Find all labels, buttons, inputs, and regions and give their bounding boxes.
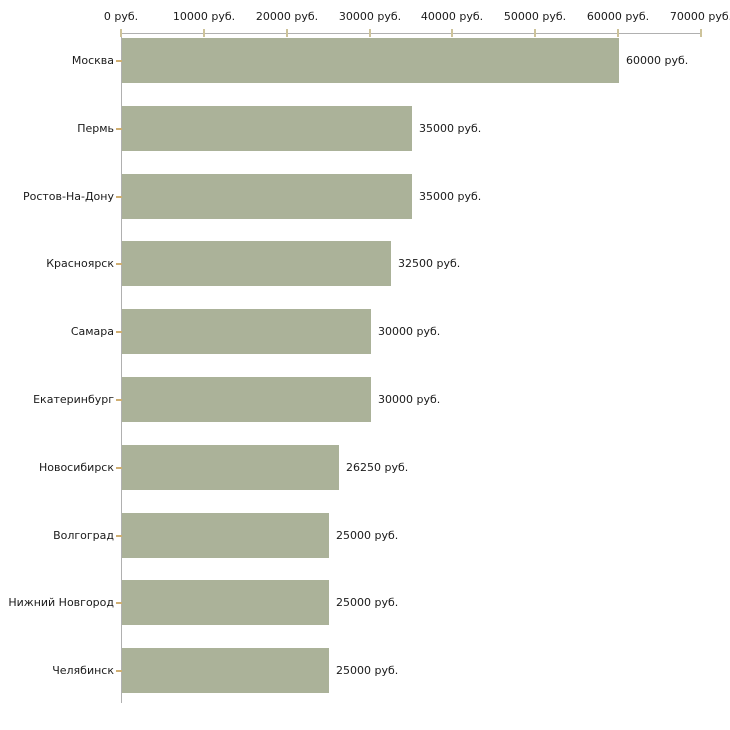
- value-label: 60000 руб.: [626, 54, 689, 67]
- x-axis-tick-label: 10000 руб.: [172, 10, 236, 23]
- value-label: 25000 руб.: [336, 529, 399, 542]
- category-tick-icon: [116, 60, 122, 62]
- category-tick-icon: [116, 602, 122, 604]
- x-axis-tick: [451, 29, 453, 37]
- category-label: Москва: [71, 54, 114, 67]
- value-label: 25000 руб.: [336, 596, 399, 609]
- category-label: Нижний Новгород: [8, 596, 114, 609]
- x-axis-tick-label: 40000 руб.: [420, 10, 484, 23]
- x-axis-tick-label: 60000 руб.: [586, 10, 650, 23]
- category-tick-icon: [116, 467, 122, 469]
- bar: [122, 38, 619, 83]
- category-tick-icon: [116, 196, 122, 198]
- value-label: 25000 руб.: [336, 664, 399, 677]
- category-tick-icon: [116, 128, 122, 130]
- value-label: 35000 руб.: [419, 190, 482, 203]
- x-axis-tick-label: 20000 руб.: [255, 10, 319, 23]
- x-axis-tick: [700, 29, 702, 37]
- x-axis-tick: [534, 29, 536, 37]
- category-tick-icon: [116, 535, 122, 537]
- category-label: Пермь: [77, 122, 114, 135]
- x-axis-tick: [369, 29, 371, 37]
- category-label: Екатеринбург: [33, 393, 114, 406]
- x-axis-tick: [203, 29, 205, 37]
- bar: [122, 445, 339, 490]
- category-label: Волгоград: [53, 529, 114, 542]
- bar: [122, 580, 329, 625]
- value-label: 35000 руб.: [419, 122, 482, 135]
- x-axis-tick: [617, 29, 619, 37]
- value-label: 30000 руб.: [378, 393, 441, 406]
- category-tick-icon: [116, 331, 122, 333]
- x-axis-tick-label: 30000 руб.: [338, 10, 402, 23]
- bar: [122, 241, 391, 286]
- category-label: Ростов-На-Дону: [22, 190, 114, 203]
- x-axis-tick: [286, 29, 288, 37]
- value-label: 26250 руб.: [346, 461, 409, 474]
- y-axis-line: [121, 33, 122, 703]
- category-label: Новосибирск: [38, 461, 114, 474]
- bar: [122, 648, 329, 693]
- x-axis-tick-label: 50000 руб.: [503, 10, 567, 23]
- bar: [122, 377, 371, 422]
- category-tick-icon: [116, 670, 122, 672]
- category-label: Красноярск: [46, 257, 114, 270]
- x-axis-tick-label: 70000 руб.: [669, 10, 730, 23]
- bar: [122, 513, 329, 558]
- category-tick-icon: [116, 263, 122, 265]
- x-axis-tick-label: 0 руб.: [103, 10, 139, 23]
- category-label: Самара: [70, 325, 114, 338]
- category-tick-icon: [116, 399, 122, 401]
- x-axis-line: [121, 33, 702, 34]
- bar: [122, 106, 412, 151]
- value-label: 32500 руб.: [398, 257, 461, 270]
- x-axis-tick: [120, 29, 122, 37]
- bar: [122, 309, 371, 354]
- category-label: Челябинск: [52, 664, 114, 677]
- bar: [122, 174, 412, 219]
- value-label: 30000 руб.: [378, 325, 441, 338]
